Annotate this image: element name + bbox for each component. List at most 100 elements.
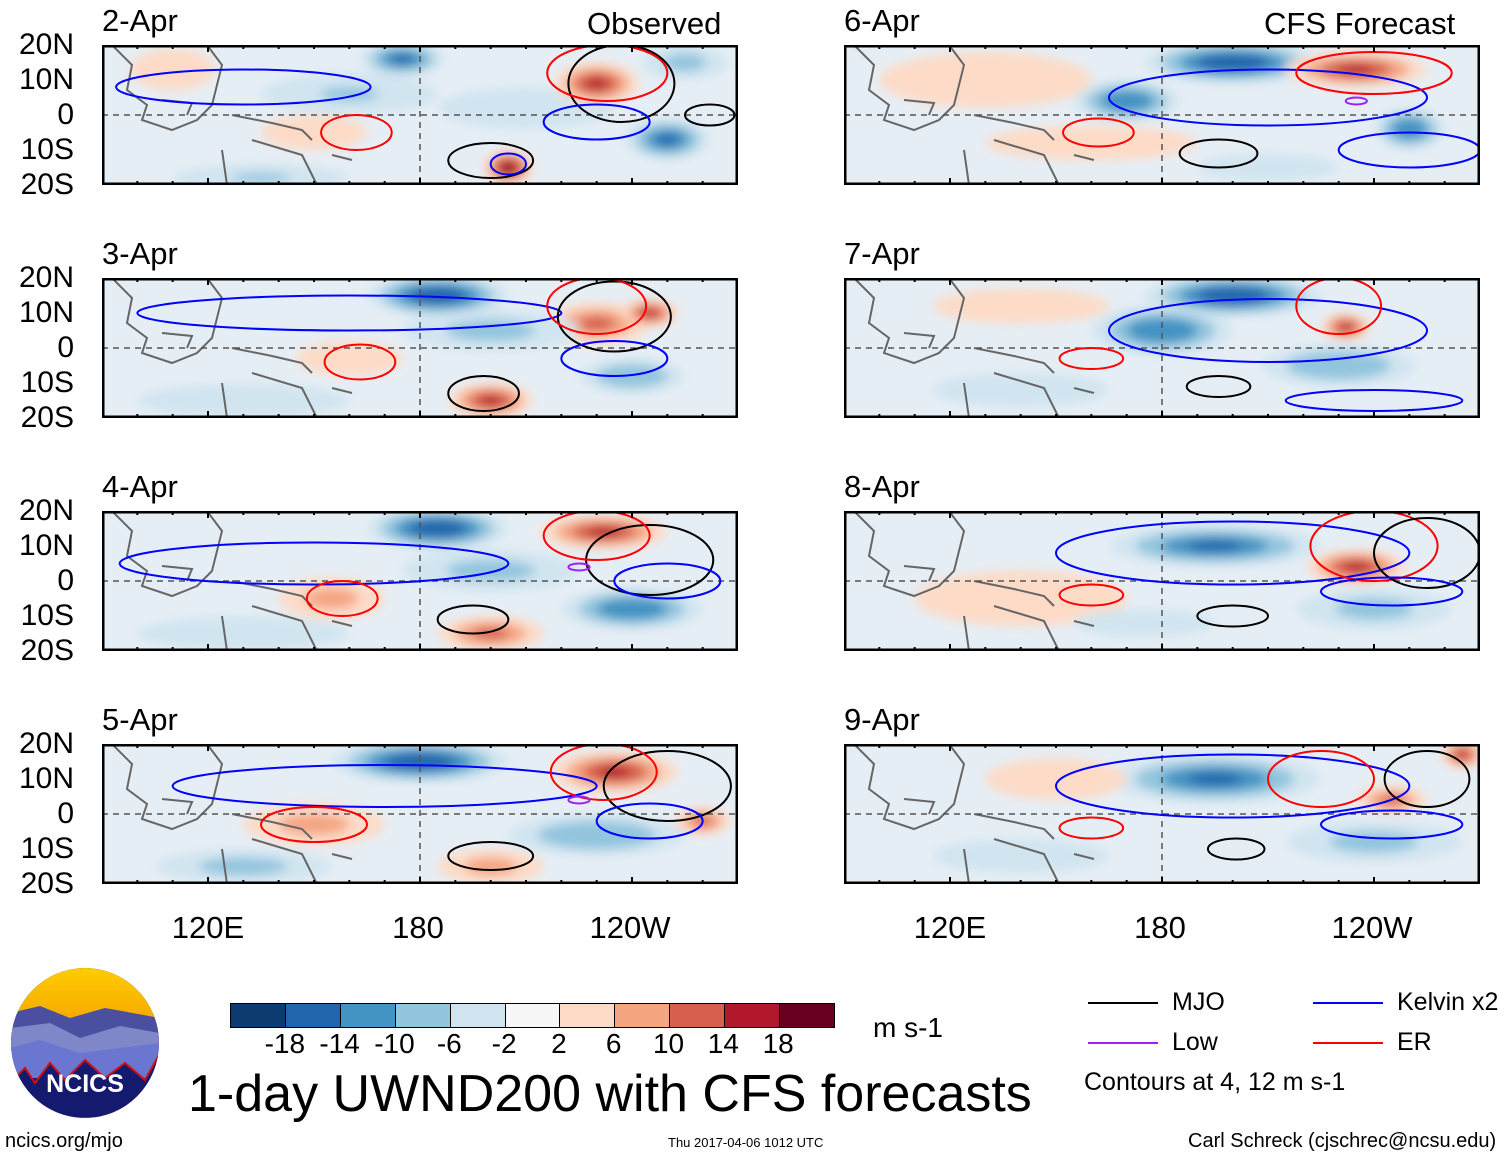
colorbar-tick-label: 10 bbox=[652, 1028, 685, 1059]
lat-label: 10N bbox=[18, 762, 74, 795]
field-anomaly-mark bbox=[1215, 291, 1251, 300]
map-panel-6-Apr bbox=[844, 45, 1480, 185]
lat-label: 10N bbox=[18, 296, 74, 329]
colorbar-tick-label: 14 bbox=[707, 1028, 739, 1059]
field-anomaly-mark bbox=[976, 381, 1065, 399]
legend-label: MJO bbox=[1172, 988, 1225, 1016]
field-anomaly-mark bbox=[579, 316, 615, 331]
field-anomaly-mark bbox=[423, 291, 452, 300]
map-panel-9-Apr bbox=[844, 744, 1480, 884]
map-panel-3-Apr bbox=[102, 278, 738, 418]
field-anomaly-mark bbox=[446, 320, 535, 341]
field-anomaly-mark bbox=[879, 52, 1092, 108]
field-anomaly-mark bbox=[914, 570, 1127, 627]
field-anomaly-mark bbox=[976, 847, 1065, 865]
field-anomaly-mark bbox=[473, 627, 509, 640]
field-anomaly-mark bbox=[199, 857, 288, 876]
colorbar-tick-label: 6 bbox=[605, 1028, 622, 1059]
kelvin-contour bbox=[542, 103, 651, 141]
field-anomaly-mark bbox=[190, 391, 297, 410]
mjo-contour bbox=[447, 142, 535, 179]
lat-label: 20N bbox=[18, 494, 74, 527]
lon-label-left-120w: 120W bbox=[589, 910, 671, 945]
coastline bbox=[111, 744, 353, 884]
legend-swatch bbox=[1088, 1042, 1158, 1044]
legend-label: Kelvin x2 bbox=[1397, 988, 1499, 1016]
lon-label-right-180: 180 bbox=[1134, 910, 1186, 945]
field-anomaly-mark bbox=[305, 588, 359, 609]
colorbar-swatch bbox=[285, 1004, 341, 1027]
field-anomaly-mark bbox=[567, 828, 627, 842]
lat-label: 20S bbox=[20, 634, 74, 667]
field-anomaly-mark bbox=[151, 59, 194, 80]
kelvin-contour bbox=[171, 764, 598, 808]
contour-note: Contours at 4, 12 m s-1 bbox=[1084, 1068, 1346, 1096]
er-contour bbox=[320, 114, 393, 151]
legend-swatch bbox=[1088, 1002, 1158, 1004]
low-contour bbox=[1344, 96, 1368, 106]
legend-label: ER bbox=[1397, 1028, 1432, 1056]
coastline bbox=[853, 744, 1095, 884]
er-contour bbox=[1058, 347, 1125, 370]
lat-label: 10S bbox=[20, 366, 74, 399]
er-contour bbox=[1295, 278, 1383, 335]
kelvin-contour bbox=[1320, 576, 1464, 607]
panel-frame bbox=[844, 45, 1480, 185]
panel-date-label: 3-Apr bbox=[102, 236, 178, 271]
lon-label-right-120e: 120E bbox=[913, 910, 987, 945]
panel-frame bbox=[102, 45, 738, 185]
er-contour bbox=[546, 45, 669, 102]
field-anomaly-mark bbox=[614, 603, 650, 615]
kelvin-contour bbox=[595, 802, 704, 840]
colorbar-tick-label: -2 bbox=[491, 1028, 517, 1059]
field-anomaly-mark bbox=[985, 758, 1127, 800]
colorbar-tick-label: -14 bbox=[319, 1028, 360, 1059]
map-panel-5-Apr bbox=[102, 744, 738, 884]
field-anomaly-mark bbox=[261, 115, 367, 150]
footer-url[interactable]: ncics.org/mjo bbox=[5, 1130, 123, 1152]
panel-date-label: 6-Apr bbox=[844, 3, 920, 38]
field-anomaly-mark bbox=[1113, 95, 1140, 107]
colorbar-swatch bbox=[505, 1004, 561, 1027]
field-anomaly-mark bbox=[480, 396, 502, 405]
field-anomaly-mark bbox=[1457, 751, 1468, 758]
field-anomaly-mark bbox=[391, 54, 413, 64]
field-anomaly-mark bbox=[932, 288, 1109, 324]
er-contour bbox=[1309, 511, 1439, 582]
ncics-logo: NCICS bbox=[11, 968, 159, 1118]
field-anomaly-mark bbox=[1338, 65, 1374, 74]
coastline bbox=[853, 511, 1095, 651]
footer-timestamp: Thu 2017-04-06 1012 UTC bbox=[668, 1135, 824, 1150]
kelvin-contour bbox=[1108, 68, 1428, 127]
field-anomaly-mark bbox=[656, 134, 678, 145]
field-anomaly-mark bbox=[1312, 358, 1365, 373]
mjo-contour bbox=[1383, 750, 1471, 808]
kelvin-contour bbox=[118, 541, 510, 586]
coastline bbox=[111, 278, 353, 418]
field-anomaly-mark bbox=[296, 341, 403, 376]
colorbar-tick-label: 18 bbox=[762, 1028, 794, 1059]
panel-frame bbox=[844, 744, 1480, 884]
lon-label-right-120w: 120W bbox=[1331, 910, 1413, 945]
field-anomaly-mark bbox=[481, 97, 571, 119]
mjo-contour bbox=[1206, 837, 1266, 861]
er-contour bbox=[546, 278, 648, 335]
lat-label: 10N bbox=[18, 63, 74, 96]
coastline bbox=[853, 45, 1095, 185]
panel-date-label: 9-Apr bbox=[844, 702, 920, 737]
field-anomaly-mark bbox=[278, 814, 350, 835]
field-anomaly-mark bbox=[586, 78, 608, 89]
lat-label: 10S bbox=[20, 599, 74, 632]
map-panel-4-Apr bbox=[102, 511, 738, 651]
panel-frame bbox=[102, 511, 738, 651]
colorbar-swatch bbox=[780, 1004, 834, 1027]
lat-label: 20N bbox=[18, 28, 74, 61]
colorbar-swatch bbox=[231, 1004, 286, 1027]
panel-date-label: 7-Apr bbox=[844, 236, 920, 271]
mjo-contour bbox=[436, 604, 510, 635]
er-contour bbox=[549, 744, 658, 801]
field-anomaly-mark bbox=[402, 757, 438, 766]
colorbar bbox=[230, 1003, 835, 1028]
lat-label: 20N bbox=[18, 261, 74, 294]
low-contour bbox=[567, 562, 591, 572]
